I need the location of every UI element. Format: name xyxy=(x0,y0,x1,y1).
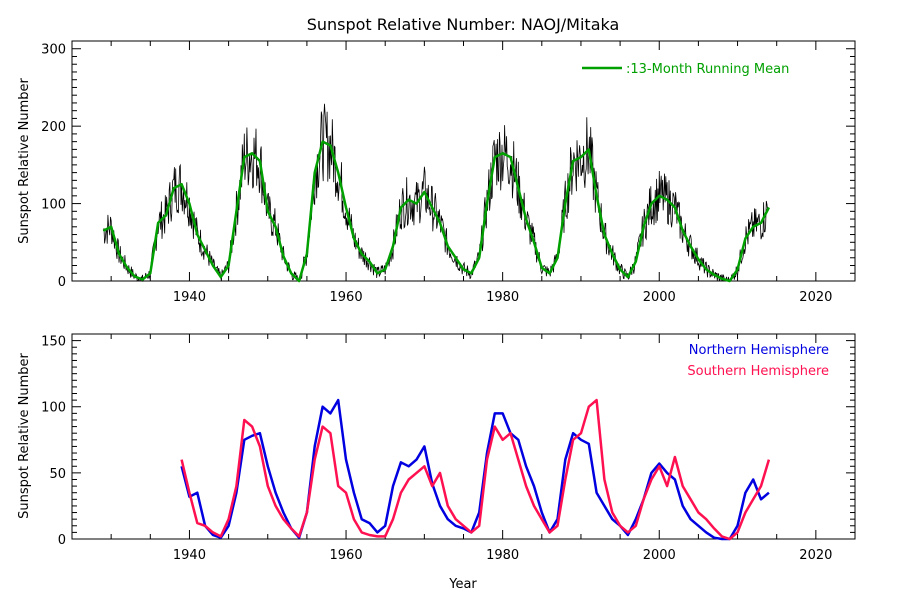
top-axis-ticks: 1940 1960 1980 2000 2020 0 100 200 300 xyxy=(41,40,855,305)
bottom-ylabel: Sunspot Relative Number xyxy=(17,352,32,518)
series-line-bottom-0 xyxy=(180,398,770,541)
y-tick-label: 300 xyxy=(41,43,66,58)
legend-label: :13-Month Running Mean xyxy=(626,62,789,77)
plot-frame-top xyxy=(71,40,856,282)
x-tick-label: 1960 xyxy=(330,548,363,563)
x-tick-label: 1940 xyxy=(173,290,206,305)
y-tick-label: 150 xyxy=(41,335,66,350)
top-series-group xyxy=(102,140,771,283)
monthly-values-trace xyxy=(102,103,769,283)
chart-title: Sunspot Relative Number: NAOJ/Mitaka xyxy=(307,15,620,34)
x-tick-label: 1960 xyxy=(330,290,363,305)
x-tick-label: 2020 xyxy=(799,290,832,305)
y-tick-label: 100 xyxy=(41,401,66,416)
bottom-legend: Northern Hemisphere Southern Hemisphere xyxy=(687,343,829,379)
top-legend: :13-Month Running Mean xyxy=(582,62,789,77)
x-tick-label: 2000 xyxy=(643,548,676,563)
x-tick-label: 1940 xyxy=(173,548,206,563)
y-tick-label: 0 xyxy=(58,533,66,548)
series-line-top-0 xyxy=(102,140,771,283)
bottom-series-group xyxy=(180,398,771,541)
series-monthly-line xyxy=(102,103,769,283)
bottom-xlabel: Year xyxy=(448,577,477,592)
y-tick-label: 200 xyxy=(41,120,66,135)
legend-label: Northern Hemisphere xyxy=(689,343,829,358)
x-tick-label: 1980 xyxy=(486,548,519,563)
panel-bottom: 1940 1960 1980 2000 2020 0 50 100 150 Northern H… xyxy=(17,333,856,592)
y-tick-label: 0 xyxy=(58,275,66,290)
x-tick-label: 1980 xyxy=(486,290,519,305)
series-line-bottom-1 xyxy=(180,398,771,541)
bottom-axis-ticks: 1940 1960 1980 2000 2020 0 50 100 150 xyxy=(41,333,855,563)
x-tick-label: 2020 xyxy=(799,548,832,563)
panel-top: 1940 1960 1980 2000 2020 0 100 200 300 :13-Month… xyxy=(17,40,856,305)
legend-label: Southern Hemisphere xyxy=(687,364,829,379)
top-ylabel: Sunspot Relative Number xyxy=(17,77,32,243)
y-tick-label: 100 xyxy=(41,198,66,213)
y-tick-label: 50 xyxy=(49,467,66,482)
x-tick-label: 2000 xyxy=(643,290,676,305)
